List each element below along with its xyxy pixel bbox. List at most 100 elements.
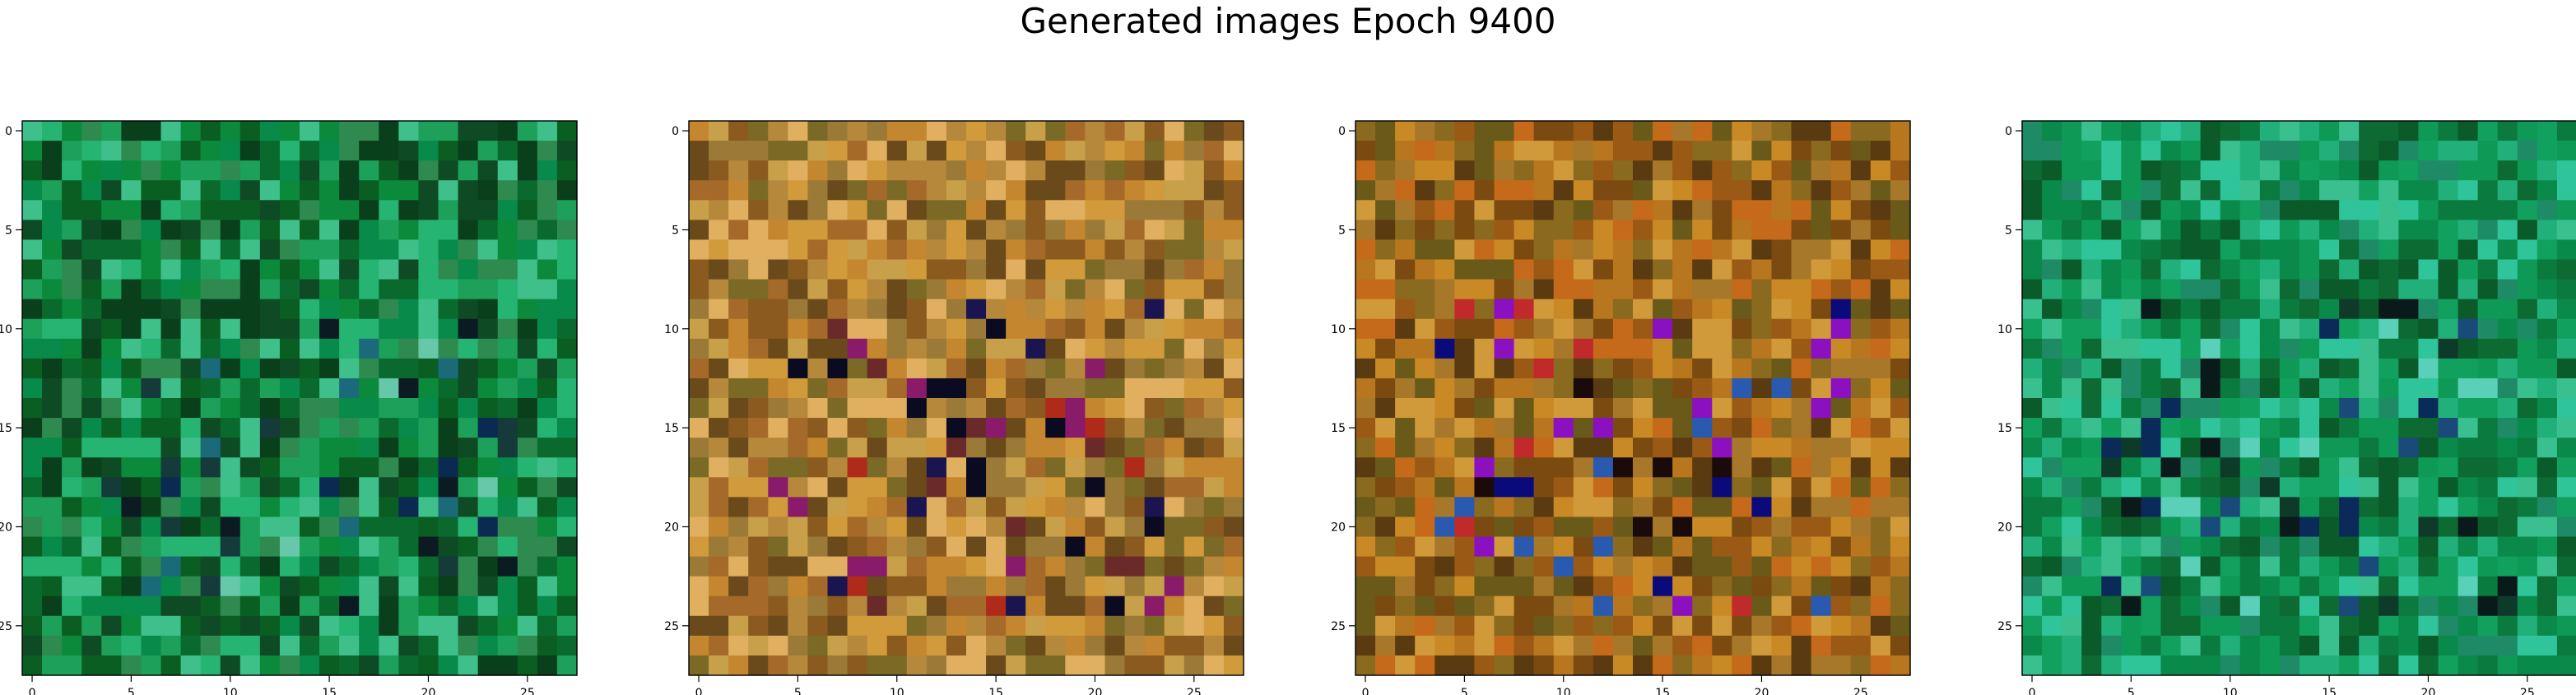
pixel-cell <box>438 418 459 438</box>
pixel-cell <box>1870 279 1891 300</box>
pixel-cell <box>788 358 809 379</box>
pixel-cell <box>788 220 809 241</box>
pixel-cell <box>279 378 300 399</box>
pixel-cell <box>1830 200 1852 220</box>
pixel-cell <box>2279 378 2300 399</box>
pixel-cell <box>1085 517 1106 538</box>
pixel-cell <box>1553 398 1574 419</box>
pixel-cell <box>1124 635 1146 656</box>
pixel-cell <box>259 595 281 617</box>
pixel-cell <box>2141 358 2162 379</box>
pixel-cell <box>517 318 538 340</box>
pixel-cell <box>709 418 729 438</box>
pixel-cell <box>220 635 241 656</box>
pixel-cell <box>1006 200 1026 220</box>
pixel-cell <box>2339 576 2360 597</box>
pixel-cell <box>141 418 162 438</box>
pixel-cell <box>2279 318 2300 340</box>
pixel-cell <box>2378 517 2399 538</box>
pixel-cell <box>1494 239 1515 261</box>
pixel-cell <box>986 180 1007 201</box>
pixel-cell <box>1045 121 1066 141</box>
pixel-cell <box>2101 358 2122 379</box>
pixel-cell <box>160 635 182 656</box>
pixel-cell <box>180 279 202 300</box>
pixel-cell <box>160 418 182 438</box>
pixel-cell <box>101 457 122 478</box>
pixel-cell <box>1203 615 1225 637</box>
pixel-cell <box>279 239 300 261</box>
pixel-cell <box>1124 299 1146 320</box>
pixel-cell <box>279 141 300 161</box>
pixel-cell <box>1870 180 1891 201</box>
pixel-cell <box>1514 517 1535 538</box>
pixel-cell <box>2022 358 2043 379</box>
pixel-cell <box>1553 200 1574 220</box>
pixel-cell <box>379 200 399 220</box>
pixel-cell <box>81 279 102 300</box>
pixel-cell <box>279 398 300 419</box>
pixel-cell <box>1850 595 1872 617</box>
pixel-cell <box>1712 418 1732 438</box>
pixel-cell <box>438 615 459 637</box>
pixel-cell <box>2536 418 2558 438</box>
pixel-cell <box>1791 457 1812 478</box>
pixel-cell <box>2477 259 2499 280</box>
pixel-cell <box>1474 160 1495 181</box>
pixel-cell <box>1494 358 1515 379</box>
pixel-cell <box>1395 338 1416 359</box>
pixel-cell <box>788 576 809 597</box>
pixel-cell <box>1653 239 1673 261</box>
pixel-cell <box>2378 318 2399 340</box>
x-tick-label: 25 <box>2520 687 2535 695</box>
pixel-cell <box>1085 655 1106 676</box>
pixel-cell <box>1474 398 1495 419</box>
pixel-cell <box>1553 457 1574 478</box>
pixel-cell <box>827 200 849 220</box>
pixel-cell <box>1183 438 1205 458</box>
pixel-cell <box>438 259 459 280</box>
pixel-cell <box>1672 635 1693 656</box>
pixel-cell <box>807 536 829 558</box>
pixel-cell <box>2556 141 2576 161</box>
pixel-cell <box>966 358 987 379</box>
pixel-cell <box>1712 398 1732 419</box>
pixel-cell <box>42 338 63 359</box>
pixel-cell <box>537 556 558 577</box>
pixel-cell <box>200 477 221 498</box>
pixel-cell <box>807 358 829 379</box>
pixel-cell <box>768 200 788 220</box>
pixel-cell <box>1732 338 1753 359</box>
pixel-cell <box>867 655 888 676</box>
pixel-cell <box>2556 477 2576 498</box>
pixel-cell <box>1085 358 1106 379</box>
pixel-cell <box>418 457 439 478</box>
pixel-cell <box>2081 438 2102 458</box>
pixel-cell <box>458 279 479 300</box>
pixel-cell <box>22 200 43 220</box>
pixel-cell <box>689 556 709 577</box>
pixel-cell <box>689 655 709 676</box>
pixel-cell <box>768 160 788 181</box>
pixel-cell <box>886 477 908 498</box>
pixel-cell <box>1573 457 1594 478</box>
pixel-cell <box>1653 595 1673 617</box>
pixel-cell <box>986 259 1007 280</box>
pixel-cell <box>1890 457 1911 478</box>
pixel-cell <box>42 239 63 261</box>
pixel-cell <box>807 576 829 597</box>
pixel-cell <box>1164 220 1185 241</box>
pixel-cell <box>1355 418 1376 438</box>
pixel-cell <box>1672 418 1693 438</box>
pixel-cell <box>2042 398 2062 419</box>
pixel-cell <box>1104 259 1126 280</box>
pixel-cell <box>1771 615 1793 637</box>
pixel-cell <box>2477 517 2499 538</box>
pixel-cell <box>886 239 908 261</box>
pixel-cell <box>1454 576 1476 597</box>
pixel-cell <box>2220 438 2241 458</box>
pixel-cell <box>1514 239 1535 261</box>
pixel-cell <box>160 121 182 141</box>
pixel-cell <box>22 615 43 637</box>
pixel-cell <box>2160 259 2182 280</box>
